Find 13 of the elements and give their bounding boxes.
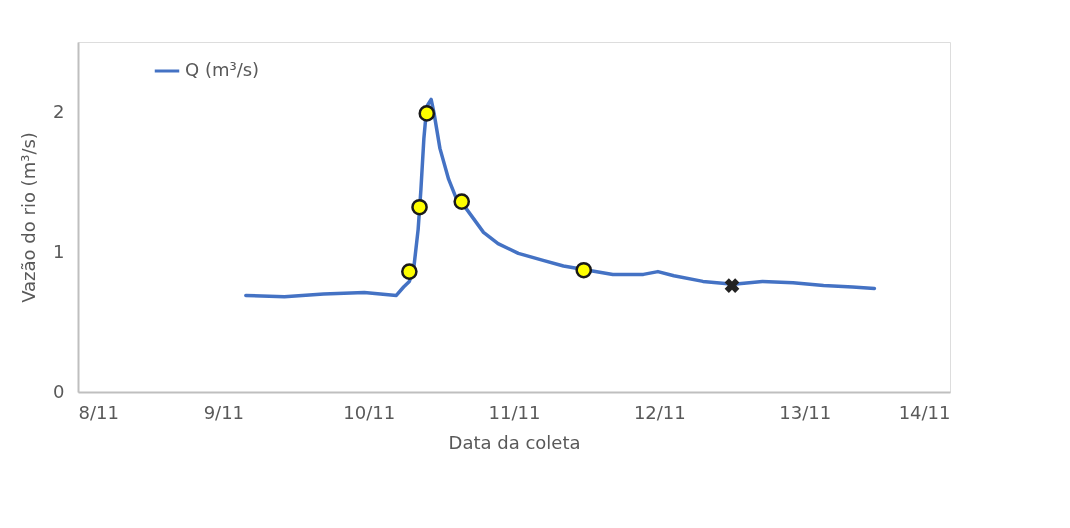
x-tick-label: 9/11 — [203, 401, 245, 423]
x-tick-label: 14/11 — [898, 401, 951, 423]
legend-label: Q (m³/s) — [185, 59, 260, 80]
x-tick-label: 13/11 — [779, 401, 832, 423]
y-axis-title: Vazão do rio (m³/s) — [18, 132, 40, 303]
y-tick-label: 1 — [53, 240, 65, 262]
x-tick-label: 11/11 — [488, 401, 541, 423]
y-tick-label: 0 — [53, 380, 65, 402]
x-tick-label: 8/11 — [78, 401, 119, 423]
x-tick-label: 12/11 — [633, 401, 686, 423]
y-tick-label: 2 — [53, 100, 65, 122]
x-tick-label: 10/11 — [343, 401, 396, 423]
x-axis-title: Data da coleta — [448, 431, 581, 453]
